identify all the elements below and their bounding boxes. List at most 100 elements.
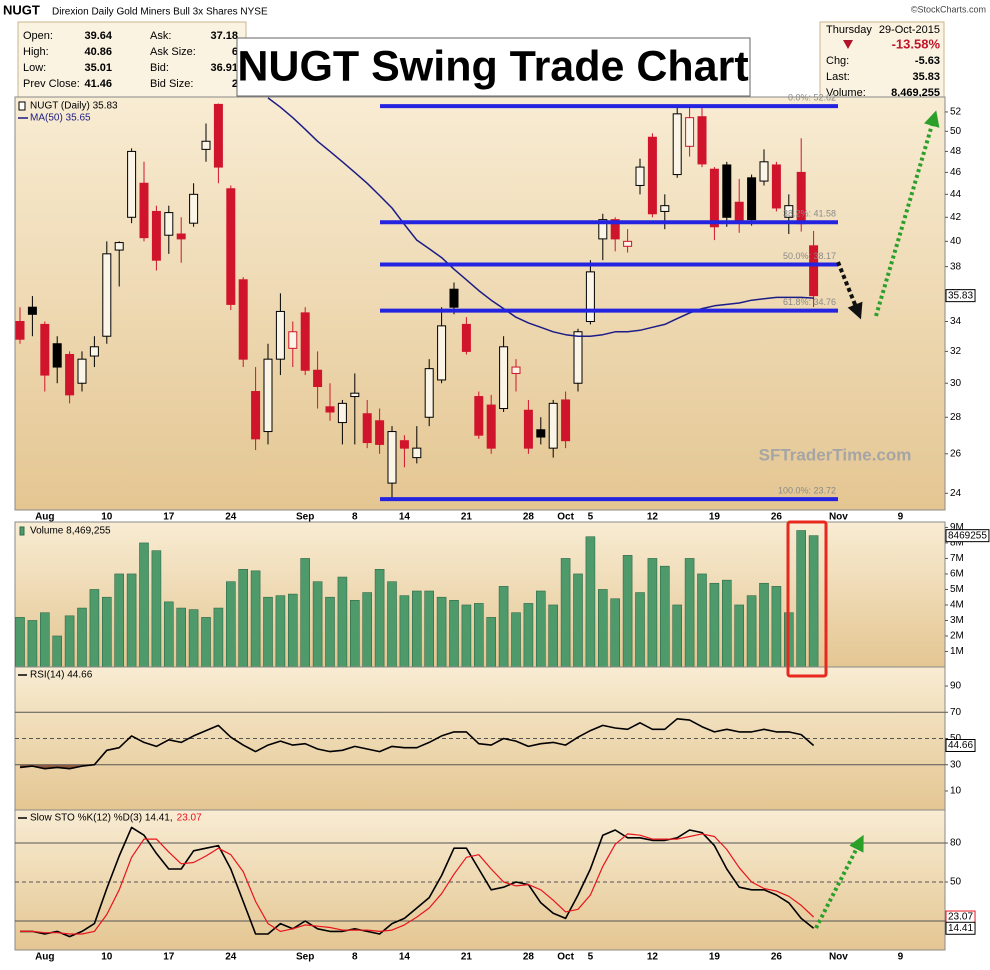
candle-body: [238, 279, 248, 360]
fib-label: 0.0%: 52.62: [788, 92, 836, 102]
volume-bar: [188, 609, 199, 667]
volume-bar: [721, 579, 732, 667]
volume-bar: [263, 596, 273, 667]
quote-date: 29-Oct-2015: [879, 24, 940, 36]
quote-value: 35.83: [912, 71, 940, 83]
x-tick-label: 9: [898, 512, 904, 523]
volume-bar: [759, 582, 769, 667]
x-tick-label: Oct: [557, 512, 574, 523]
y-tick-label: 5M: [950, 584, 964, 595]
indicator-line: [20, 826, 815, 938]
candle-body: [127, 150, 137, 218]
volume-bar: [399, 595, 410, 667]
volume-bar: [52, 635, 63, 667]
candle-body: [275, 310, 285, 360]
volume-bar: [312, 581, 323, 667]
x-tick-label: 8: [352, 512, 358, 523]
quote-value: 35.01: [84, 62, 112, 74]
candle-body: [189, 193, 199, 224]
candle-body: [461, 323, 471, 352]
candle-body: [201, 140, 211, 150]
candle-body: [375, 420, 385, 445]
x-tick-label: 9: [898, 952, 904, 963]
candle-body: [300, 312, 310, 371]
volume-bar: [535, 590, 546, 667]
y-tick-label: 70: [950, 707, 962, 718]
candle-body: [486, 404, 496, 449]
highlight-box: [786, 520, 828, 678]
candle-body: [647, 136, 657, 215]
candle-body: [561, 399, 571, 442]
candle-body: [449, 288, 459, 308]
volume-bar: [511, 612, 521, 667]
volume-bar: [238, 568, 248, 667]
legend-label: MA(50) 35.65: [30, 113, 91, 124]
y-tick-label: 44: [950, 189, 962, 200]
x-tick-label: 12: [647, 512, 659, 523]
x-tick-label: 8: [352, 952, 358, 963]
volume-bar: [201, 617, 211, 667]
candle-body: [89, 346, 99, 357]
legend-label: 23.07: [177, 813, 202, 824]
candle-body: [65, 353, 75, 396]
y-tick-label: 80: [950, 838, 962, 849]
volume-bar: [659, 565, 670, 667]
x-tick-label: Sep: [296, 952, 314, 963]
candle-body: [102, 253, 112, 337]
x-tick-label: 19: [709, 952, 721, 963]
candle-body: [437, 325, 447, 381]
candle-body: [660, 205, 670, 212]
volume-bar: [39, 612, 50, 667]
x-tick-label: 10: [101, 512, 113, 523]
x-tick-label: 24: [225, 952, 237, 963]
quote-label: Bid:: [150, 62, 169, 74]
quote-box: [17, 21, 247, 99]
x-tick-label: 5: [588, 952, 594, 963]
volume-bar: [349, 600, 360, 667]
volume-bar: [226, 581, 236, 667]
volume-bar: [102, 596, 112, 667]
y-tick-label: 30: [950, 378, 962, 389]
y-tick-label: 6M: [950, 569, 964, 580]
x-tick-label: 26: [771, 512, 783, 523]
y-tick-label: 50: [950, 126, 962, 137]
quote-label: Low:: [23, 62, 46, 74]
candle-body: [672, 113, 682, 176]
y-tick-label: 4M: [950, 600, 964, 611]
candle-body: [523, 409, 533, 449]
volume-bar: [473, 603, 484, 667]
y-tick-label: 38: [950, 261, 962, 272]
y-tick-label: 2M: [950, 631, 964, 642]
candle-body: [325, 406, 335, 413]
value-tag-box: [945, 921, 976, 935]
indicator-line: [20, 833, 815, 935]
candle-body: [164, 212, 174, 236]
moving-average: [267, 97, 814, 337]
candle-body: [151, 210, 161, 261]
x-tick-label: 14: [399, 952, 411, 963]
candle-body: [176, 233, 186, 240]
quote-label: High:: [23, 46, 49, 58]
volume-bar: [597, 589, 608, 667]
description: Direxion Daily Gold Miners Bull 3x Share…: [52, 7, 268, 18]
candle-body: [412, 447, 422, 459]
x-tick-label: 24: [225, 512, 237, 523]
volume-bar: [15, 617, 25, 667]
candle-body: [40, 323, 50, 376]
quote-change-pct: -13.58%: [892, 36, 941, 51]
candle-body: [709, 168, 719, 228]
volume-bar: [560, 558, 571, 667]
x-tick-label: Sep: [296, 512, 314, 523]
quote-value: 36.91: [210, 62, 238, 74]
volume-bar: [164, 601, 174, 667]
legend-swatch: [19, 526, 25, 536]
quote-label: Chg:: [826, 55, 849, 67]
quote-value: 6: [232, 46, 238, 58]
y-tick-label: 9M: [950, 522, 964, 533]
candle-body: [350, 392, 360, 398]
volume-bar: [89, 589, 100, 667]
quote-value: 37.18: [210, 30, 238, 42]
quote-label: Volume:: [826, 87, 866, 99]
volume-bar: [449, 600, 459, 667]
y-tick-label: 34: [950, 316, 962, 327]
